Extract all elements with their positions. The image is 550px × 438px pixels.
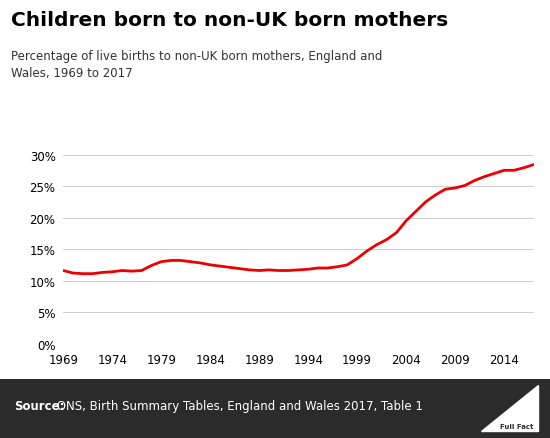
Text: Full Fact: Full Fact: [499, 423, 533, 429]
Text: ONS, Birth Summary Tables, England and Wales 2017, Table 1: ONS, Birth Summary Tables, England and W…: [53, 399, 424, 412]
Polygon shape: [481, 385, 538, 431]
Text: Percentage of live births to non-UK born mothers, England and
Wales, 1969 to 201: Percentage of live births to non-UK born…: [11, 50, 382, 80]
Text: Children born to non-UK born mothers: Children born to non-UK born mothers: [11, 11, 448, 30]
Text: Source:: Source:: [14, 399, 64, 412]
